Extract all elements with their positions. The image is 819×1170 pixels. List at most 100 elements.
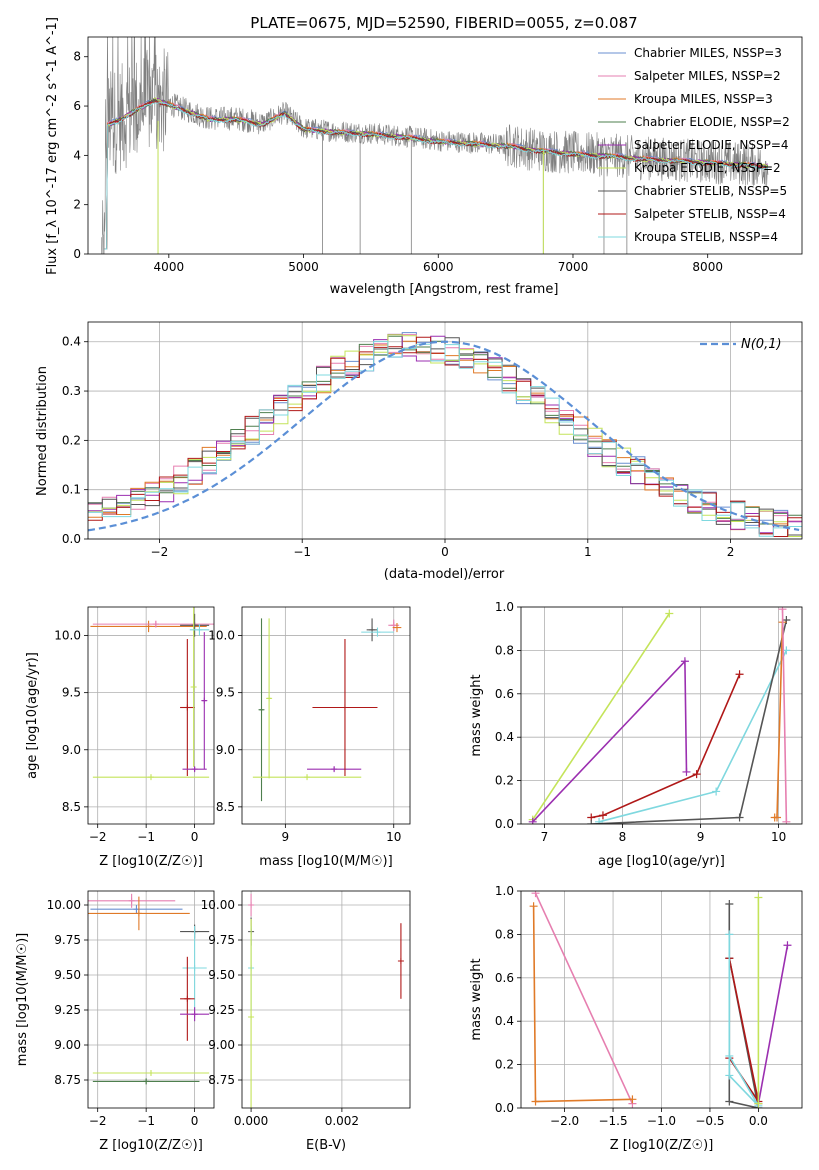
spectrum-ytick-label: 4 <box>73 148 81 162</box>
mass_vs_Z-frame <box>87 890 215 1109</box>
legend-label: Kroupa MILES, NSSP=3 <box>634 92 773 106</box>
data-point <box>374 629 381 636</box>
age_vs_mass-ytick-label: 9.0 <box>216 743 235 757</box>
age_vs_mass-ytick-label: 8.5 <box>216 800 235 814</box>
spectrum-ylabel: Flux [f_λ 10^-17 erg cm^-2 s^-1 A^-1] <box>45 17 60 275</box>
spectrum-xtick-label: 4000 <box>154 260 185 274</box>
legend-label: Salpeter MILES, NSSP=2 <box>634 69 781 83</box>
normal-pdf-curve <box>88 340 800 532</box>
mass_vs_ebv-ytick-label: 9.75 <box>208 933 235 947</box>
age_vs_mass-xlabel: mass [log10(M/M☉)] <box>259 854 392 869</box>
data-point <box>191 622 198 629</box>
legend-label: Salpeter ELODIE, NSSP=4 <box>634 138 789 152</box>
age_vs_Z-ytick-label: 9.5 <box>62 686 81 700</box>
mass_vs_Z-xtick-label: 0 <box>191 1114 199 1128</box>
massweight_vs_age-plot-area <box>528 607 791 824</box>
data-point <box>331 766 338 773</box>
age_vs_Z-axes: −2 −1 0 8.5 9.0 9.5 10.0 <box>54 607 214 844</box>
massweight_vs_Z-xlabel: Z [log10(Z/Z☉)] <box>610 1138 714 1153</box>
data-point <box>148 1070 154 1076</box>
residuals-xtick-label: −2 <box>151 545 169 559</box>
series-marker <box>529 902 538 911</box>
data-point <box>248 902 255 908</box>
series-marker <box>628 1095 637 1104</box>
spectrum-ytick-label: 0 <box>73 247 81 261</box>
massweight_vs_Z-xtick-label: 0.0 <box>749 1114 768 1128</box>
series-marker <box>680 657 689 666</box>
series-marker <box>782 817 791 824</box>
massweight_vs_Z-plot-area <box>529 891 792 1108</box>
data-point <box>191 766 198 773</box>
massweight_vs_Z-ytick-label: 0.2 <box>495 1058 514 1072</box>
age_vs_Z-xtick-label: −2 <box>89 830 107 844</box>
residuals-frame <box>87 321 803 540</box>
mass_vs_ebv-ytick-label: 9.00 <box>208 1038 235 1052</box>
legend-label: N(0,1) <box>741 337 782 352</box>
series-marker <box>725 1051 734 1060</box>
age_vs_mass-frame <box>241 606 411 825</box>
legend-label: Chabrier MILES, NSSP=3 <box>634 46 782 60</box>
series-line <box>591 673 741 819</box>
data-point <box>184 995 191 1002</box>
data-point <box>191 1011 198 1018</box>
massweight_vs_age-ylabel: mass weight <box>469 674 484 756</box>
series-marker <box>528 817 537 824</box>
series-line <box>532 613 670 821</box>
data-point <box>397 958 404 964</box>
massweight_vs_age-ytick-label: 0.2 <box>495 774 514 788</box>
mass_vs_Z-ytick-label: 9.75 <box>54 933 81 947</box>
residuals-xtick-label: 1 <box>584 545 592 559</box>
mass_vs_Z-ytick-label: 9.25 <box>54 1003 81 1017</box>
series-marker <box>725 900 734 909</box>
figure-title: PLATE=0675, MJD=52590, FIBERID=0055, z=0… <box>250 14 637 32</box>
series-marker <box>587 820 596 824</box>
series-marker <box>735 813 744 822</box>
series-marker <box>735 670 744 679</box>
series-marker <box>725 930 734 939</box>
mass_vs_ebv-xtick-label: 0.002 <box>325 1114 359 1128</box>
age_vs_Z-ytick-label: 9.0 <box>62 743 81 757</box>
spectrum-axes: 4000 5000 6000 7000 8000 0 2 4 6 8 <box>73 50 723 274</box>
series-marker <box>692 770 701 779</box>
series-marker <box>682 767 691 776</box>
series-line <box>781 609 788 822</box>
massweight_vs_Z-ytick-label: 1.0 <box>495 884 514 898</box>
residuals-ytick-label: 0.2 <box>62 433 81 447</box>
massweight_vs_age-ytick-label: 1.0 <box>495 600 514 614</box>
model-spectrum-line <box>104 100 768 250</box>
series-line <box>532 659 688 823</box>
series-marker <box>773 813 782 822</box>
mass_vs_ebv-xlabel: E(B-V) <box>306 1138 346 1153</box>
residuals-ytick-label: 0.4 <box>62 335 81 349</box>
mass_vs_ebv-frame <box>241 890 411 1109</box>
spectrum-xtick-label: 7000 <box>558 260 589 274</box>
legend-label: Kroupa STELIB, NSSP=4 <box>634 230 778 244</box>
data-point <box>184 704 191 711</box>
data-point <box>190 683 197 690</box>
massweight_vs_age-ytick-label: 0.0 <box>495 817 514 831</box>
data-point <box>128 897 135 904</box>
massweight_vs_age-xlabel: age [log10(age/yr)] <box>598 854 725 869</box>
mass_vs_Z-plot-area <box>88 893 210 1085</box>
residual-histogram <box>88 340 802 537</box>
massweight_vs_age-ytick-label: 0.6 <box>495 687 514 701</box>
massweight_vs_Z-xtick-label: −0.5 <box>695 1114 724 1128</box>
series-marker <box>712 787 721 796</box>
series-line <box>534 892 634 1105</box>
series-marker <box>531 1097 540 1106</box>
data-point <box>258 706 265 713</box>
mass_vs_Z-ytick-label: 8.75 <box>54 1073 81 1087</box>
data-point <box>196 626 203 633</box>
data-point <box>135 910 142 917</box>
mass_vs_ebv-xtick-label: 0.000 <box>234 1114 268 1128</box>
spectrum-ytick-label: 2 <box>73 198 81 212</box>
series-line <box>728 934 760 1107</box>
data-point <box>143 1078 150 1085</box>
massweight_vs_Z-xtick-label: −2.0 <box>550 1114 579 1128</box>
legend-label: Kroupa ELODIE, NSSP=2 <box>634 161 781 175</box>
series-marker <box>754 1099 763 1108</box>
age_vs_Z-ylabel: age [log10(age/yr)] <box>25 652 40 779</box>
massweight_vs_Z-ytick-label: 0.0 <box>495 1101 514 1115</box>
residuals-ytick-label: 0.0 <box>62 532 81 546</box>
series-marker <box>595 817 604 824</box>
